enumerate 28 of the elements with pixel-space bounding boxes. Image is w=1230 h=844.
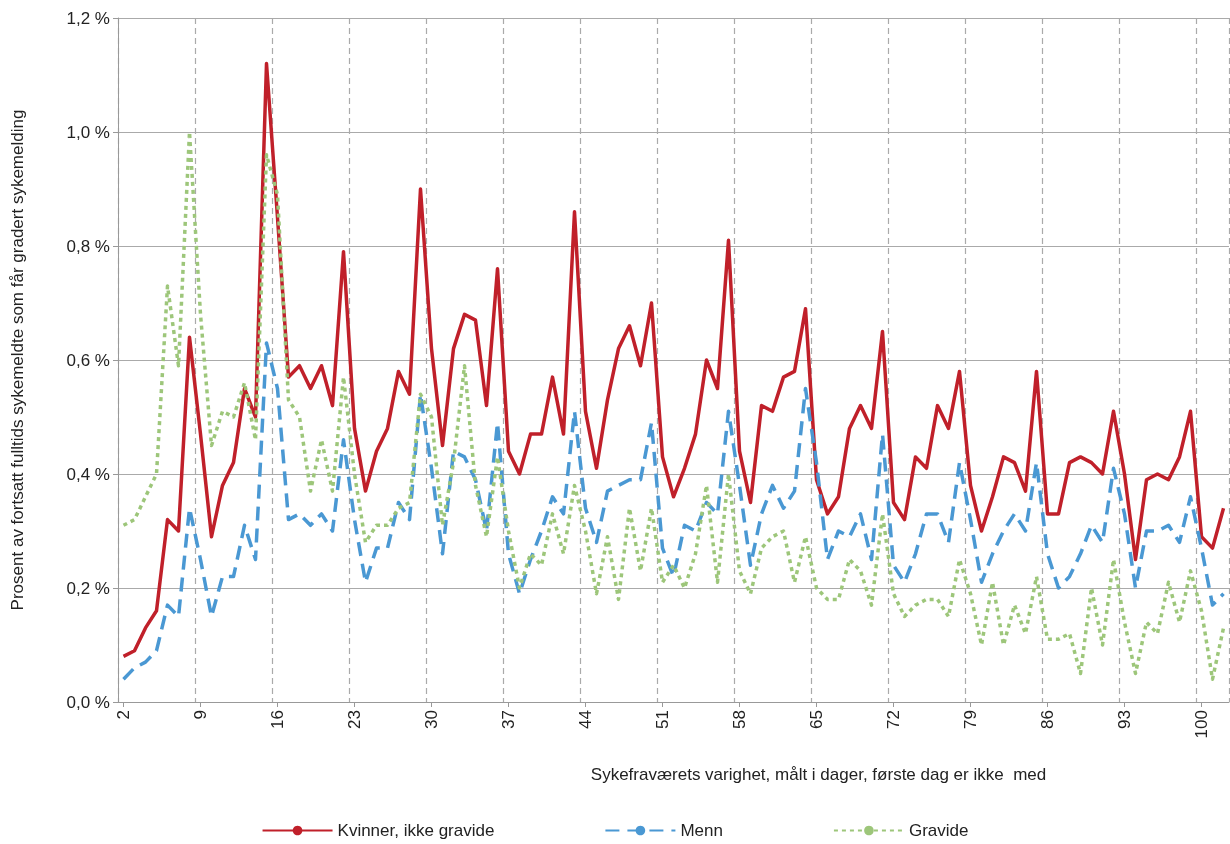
y-tick-label: 1,0 %	[66, 122, 110, 142]
legend-label: Kvinner, ikke gravide	[337, 821, 495, 840]
y-tick-label: 0,4 %	[66, 464, 110, 484]
x-tick-label: 79	[961, 710, 980, 729]
x-tick-label: 30	[422, 710, 441, 729]
legend-label: Gravide	[908, 821, 969, 840]
x-tick-label: 100	[1192, 710, 1211, 739]
y-tick-label: 0,6 %	[66, 350, 110, 370]
legend-label: Menn	[680, 821, 723, 840]
x-tick-label: 93	[1115, 710, 1134, 729]
x-tick-label: 16	[268, 710, 287, 729]
x-tick-label: 86	[1038, 710, 1057, 729]
x-tick-label: 37	[499, 710, 518, 729]
y-tick-label: 0,0 %	[66, 692, 110, 712]
x-axis-title: Sykefraværets varighet, målt i dager, første dag er ikke med	[590, 765, 1047, 784]
x-tick-label: 51	[653, 710, 672, 729]
line-series	[121, 341, 1226, 681]
x-tick-label: 65	[807, 710, 826, 729]
x-tick-label: 72	[884, 710, 903, 729]
x-tick-label: 2	[114, 710, 133, 720]
y-tick-label: 0,2 %	[66, 578, 110, 598]
y-tick-label: 0,8 %	[66, 236, 110, 256]
x-tick-label: 44	[576, 710, 595, 729]
y-axis-title: Prosent av fortsatt fulltids sykemeldte som får gradert sykemelding	[8, 109, 27, 611]
x-tick-label: 9	[191, 710, 210, 720]
y-tick-label: 1,2 %	[66, 8, 110, 28]
x-tick-label: 58	[730, 710, 749, 729]
x-tick-label: 23	[345, 710, 364, 729]
